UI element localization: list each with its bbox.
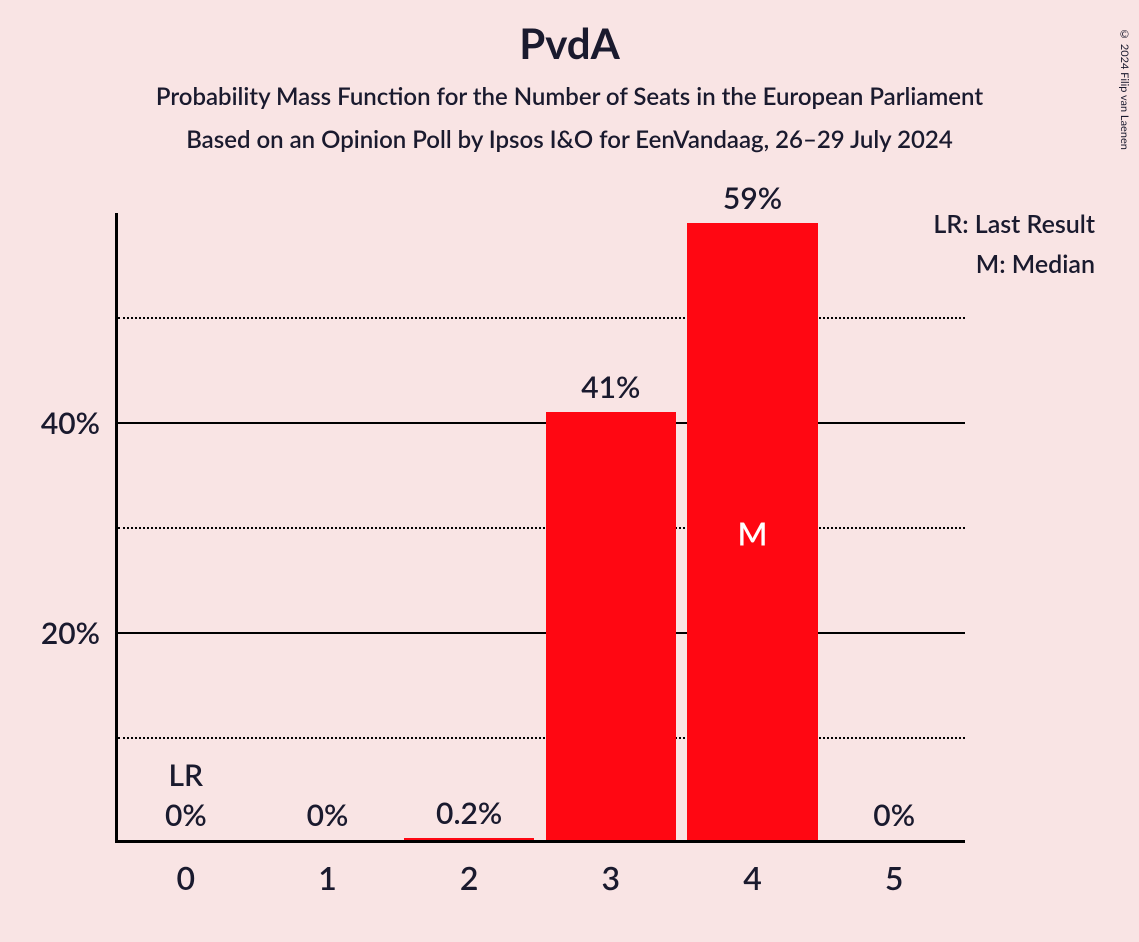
grid-line-minor [118,737,965,739]
chart-subtitle-2: Based on an Opinion Poll by Ipsos I&O fo… [0,125,1139,154]
chart-subtitle-1: Probability Mass Function for the Number… [0,82,1139,111]
legend-lr: LR: Last Result [933,209,1095,239]
chart-title: PvdA [0,18,1139,68]
x-axis-label: 1 [318,858,337,897]
bar-value-label: 0% [873,797,915,833]
grid-line-major [118,422,965,424]
chart-legend: LR: Last Result M: Median [933,209,1095,289]
bar-value-label: 41% [581,369,640,405]
bar-value-label: 0.2% [436,795,502,831]
y-axis-label: 20% [41,615,100,651]
bar-value-label: 59% [723,180,782,216]
x-axis-label: 2 [460,858,479,897]
chart-plot: 20%40%0%LR0%0.2%41%59%M0% [115,213,965,843]
bar-extra-label: LR [169,757,204,793]
chart-area: 20%40%0%LR0%0.2%41%59%M0% LR: Last Resul… [115,213,1015,843]
grid-line-major [118,632,965,634]
x-axis-label: 5 [885,858,904,897]
x-axis [115,840,965,843]
bar [404,838,534,840]
x-axis-label: 0 [177,858,196,897]
copyright-text: © 2024 Filip van Laenen [1118,28,1131,150]
y-axis-label: 40% [41,405,100,441]
bar-value-label: 0% [165,797,207,833]
grid-line-minor [118,317,965,319]
bar-median-marker: M [738,514,768,553]
grid-line-minor [118,527,965,529]
x-axis-label: 3 [602,858,621,897]
bar [546,412,676,840]
bar-value-label: 0% [307,797,349,833]
x-axis-label: 4 [743,858,762,897]
legend-m: M: Median [933,249,1095,279]
